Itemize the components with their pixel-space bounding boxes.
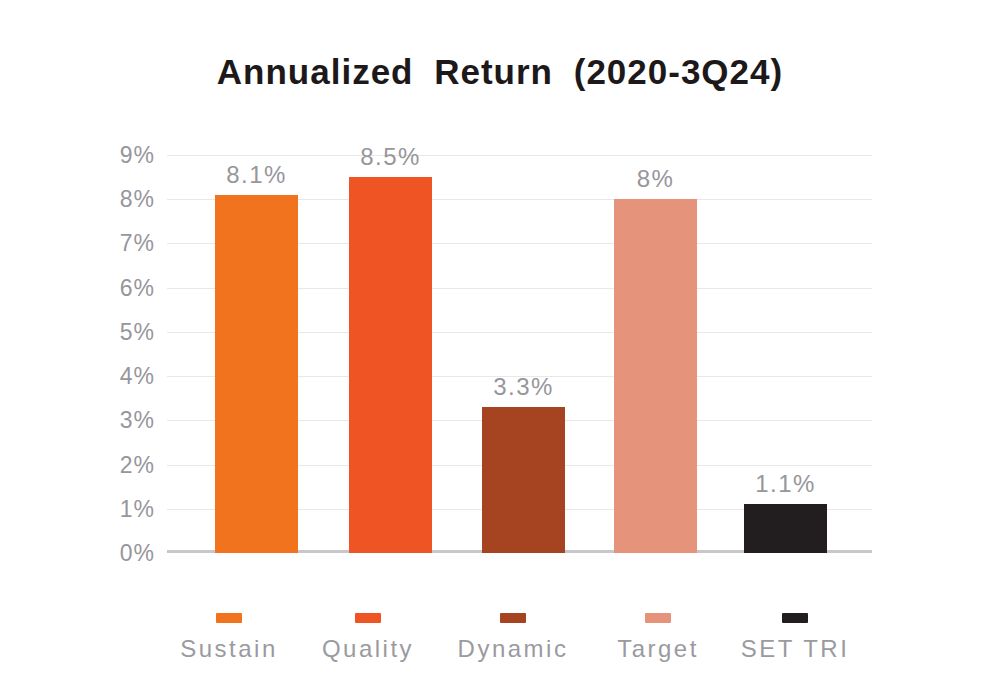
legend-label-target: Target: [568, 635, 748, 663]
y-axis-label: 1%: [60, 496, 155, 522]
bar-value-label-set-tri: 1.1%: [721, 471, 851, 497]
legend-swatch-sustain: [216, 613, 242, 623]
y-axis-label: 9%: [60, 142, 155, 168]
y-axis-label: 2%: [60, 452, 155, 478]
bar-sustain: [215, 195, 298, 553]
legend-label-quality: Quality: [278, 635, 458, 663]
bar-dynamic: [482, 407, 565, 553]
bar-value-label-quality: 8.5%: [326, 144, 456, 170]
legend-swatch-dynamic: [500, 613, 526, 623]
legend-swatch-set-tri: [782, 613, 808, 623]
y-axis-label: 8%: [60, 186, 155, 212]
legend-swatch-quality: [355, 613, 381, 623]
plot-area: 9%8%7%6%5%4%3%2%1%0%8.1%8.5%3.3%8%1.1%: [167, 155, 872, 553]
legend-swatch-target: [645, 613, 671, 623]
gridline: [167, 155, 872, 156]
y-axis-label: 4%: [60, 363, 155, 389]
bar-chart: Annualized Return (2020-3Q24) 9% 8% 7% 6% 5%…: [0, 0, 1000, 700]
bar-value-label-dynamic: 3.3%: [459, 374, 589, 400]
legend-label-set-tri: SET TRI: [705, 635, 885, 663]
legend-label-dynamic: Dynamic: [423, 635, 603, 663]
y-axis-label: 7%: [60, 230, 155, 256]
chart-title: Annualized Return (2020-3Q24): [0, 52, 1000, 92]
bar-value-label-target: 8%: [591, 166, 721, 192]
legend-label-sustain: Sustain: [139, 635, 319, 663]
bar-target: [614, 199, 697, 553]
y-axis-label: 5%: [60, 319, 155, 345]
bar-set-tri: [744, 504, 827, 553]
y-axis-label: 0%: [60, 540, 155, 566]
y-axis-label: 6%: [60, 275, 155, 301]
bar-value-label-sustain: 8.1%: [192, 162, 322, 188]
y-axis-label: 3%: [60, 407, 155, 433]
bar-quality: [349, 177, 432, 553]
